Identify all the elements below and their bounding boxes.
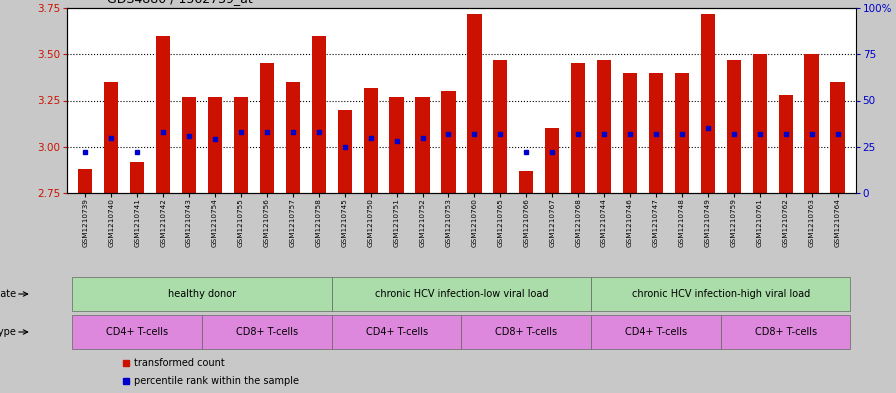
Text: CD8+ T-cells: CD8+ T-cells <box>495 327 557 337</box>
Bar <box>156 36 170 193</box>
Bar <box>468 13 481 193</box>
Bar <box>493 60 507 193</box>
Bar <box>805 54 819 193</box>
Text: CD4+ T-cells: CD4+ T-cells <box>106 327 168 337</box>
Bar <box>591 315 720 349</box>
Bar <box>753 54 767 193</box>
Bar <box>416 97 430 193</box>
Text: CD4+ T-cells: CD4+ T-cells <box>625 327 687 337</box>
Text: CD4+ T-cells: CD4+ T-cells <box>366 327 427 337</box>
Bar <box>104 82 118 193</box>
Text: cell type: cell type <box>0 327 16 337</box>
Bar <box>332 315 461 349</box>
Bar <box>545 128 559 193</box>
Bar <box>597 60 611 193</box>
Bar <box>649 73 663 193</box>
Bar <box>312 36 326 193</box>
Bar <box>571 64 585 193</box>
Bar <box>675 73 689 193</box>
Text: transformed count: transformed count <box>134 358 225 368</box>
Bar <box>208 97 222 193</box>
Bar <box>332 277 591 311</box>
Bar <box>831 82 845 193</box>
Bar <box>390 97 404 193</box>
Bar <box>442 91 455 193</box>
Bar <box>130 162 144 193</box>
Bar <box>260 64 274 193</box>
Text: GDS4880 / 1562739_at: GDS4880 / 1562739_at <box>107 0 253 6</box>
Bar <box>78 169 92 193</box>
Bar <box>286 82 300 193</box>
Bar <box>234 97 248 193</box>
Text: healthy donor: healthy donor <box>168 289 237 299</box>
Bar <box>720 315 850 349</box>
Text: percentile rank within the sample: percentile rank within the sample <box>134 376 299 386</box>
Bar <box>727 60 741 193</box>
Text: CD8+ T-cells: CD8+ T-cells <box>236 327 298 337</box>
Bar <box>461 315 591 349</box>
Bar <box>519 171 533 193</box>
Bar <box>202 315 332 349</box>
Bar <box>73 315 202 349</box>
Bar <box>591 277 850 311</box>
Bar <box>701 13 715 193</box>
Text: disease state: disease state <box>0 289 16 299</box>
Bar <box>73 277 332 311</box>
Text: CD8+ T-cells: CD8+ T-cells <box>754 327 817 337</box>
Bar <box>623 73 637 193</box>
Text: chronic HCV infection-high viral load: chronic HCV infection-high viral load <box>632 289 810 299</box>
Text: chronic HCV infection-low viral load: chronic HCV infection-low viral load <box>375 289 548 299</box>
Bar <box>182 97 196 193</box>
Bar <box>364 88 378 193</box>
Bar <box>338 110 352 193</box>
Bar <box>779 95 793 193</box>
